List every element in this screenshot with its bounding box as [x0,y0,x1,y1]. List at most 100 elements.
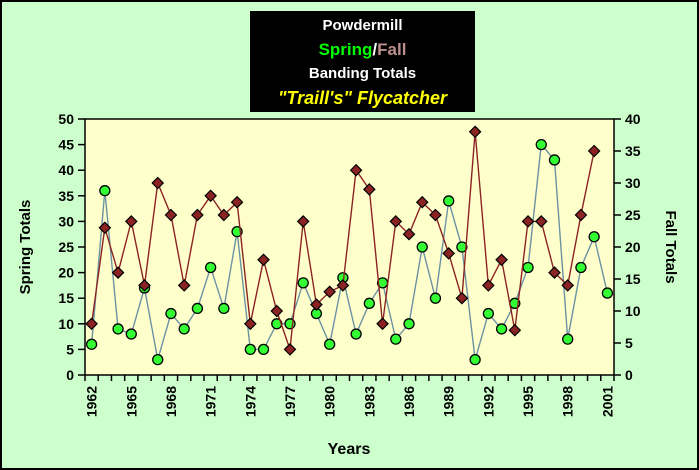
right-axis-tick-label: 35 [625,143,641,159]
spring-data-point [416,241,428,253]
right-axis-tick-label: 30 [625,175,641,191]
x-tick-label: 1968 [163,386,179,417]
spring-data-point [85,338,98,350]
spring-data-point [601,287,614,299]
left-axis-tick-label: 35 [58,188,74,204]
plot-area [84,118,615,376]
left-axis-tick-label: 5 [66,341,74,357]
fall-data-point [455,291,469,305]
spring-data-point [456,241,468,253]
spring-data-point [588,231,600,243]
fall-data-point [323,285,337,299]
left-axis-tick-label: 20 [58,265,74,281]
x-tick-label: 1992 [480,386,496,417]
fall-data-point [468,125,482,139]
right-axis-title: Fall Totals [662,210,679,283]
title-species: "Traill's" Flycatcher [277,87,448,108]
spring-data-point [575,261,587,274]
left-axis-tick-label: 50 [58,111,74,127]
fall-data-point [508,323,522,337]
left-axis-tick-label: 40 [58,162,74,178]
legend-separator: / [372,39,378,59]
title-banding-totals: Banding Totals [308,64,417,82]
fall-data-point [349,163,363,177]
left-axis-tick-label: 30 [58,213,74,229]
right-axis-tick-label: 5 [625,335,633,351]
right-axis-tick-label: 20 [625,239,641,255]
spring-data-point [363,297,375,309]
fall-data-point [534,215,548,228]
x-tick-label: 2001 [599,386,615,417]
spring-data-point [535,138,547,151]
fall-data-point [283,343,297,356]
fall-data-point [376,317,389,331]
fall-data-point [124,215,138,228]
spring-data-point [350,328,362,340]
fall-data-point [561,279,575,292]
right-axis-tick-label: 40 [625,111,641,127]
fall-data-point [310,298,323,311]
legend-fall-label: Fall [377,39,407,59]
spring-data-point [548,154,561,166]
fall-data-point [138,279,151,292]
spring-data-point [469,353,481,366]
left-axis-tick-label: 45 [58,137,74,153]
spring-data-point [562,333,574,345]
fall-data-point [482,279,495,292]
right-axis-tick-label: 25 [625,207,641,223]
spring-data-point [112,323,124,335]
x-tick-label: 1980 [322,386,338,417]
spring-data-point [152,353,164,366]
spring-data-point [218,302,230,315]
spring-data-point [125,328,137,340]
x-tick-label: 1998 [560,386,576,417]
fall-data-point [177,279,191,292]
x-tick-label: 1977 [282,386,298,417]
x-tick-label: 1971 [203,386,219,417]
spring-data-point [204,261,217,274]
fall-data-point [230,195,244,209]
spring-data-point [99,185,111,197]
chart-title-box: Powdermill Spring/Fall Banding Totals "T… [250,11,475,112]
spring-data-point [390,333,402,345]
fall-data-point [204,189,217,203]
fall-data-point [389,215,403,228]
x-tick-label: 1965 [123,386,139,417]
fall-data-point [164,208,178,222]
fall-data-point [111,266,125,279]
left-axis-tick-label: 10 [58,316,74,332]
spring-data-point [443,195,455,207]
fall-data-point [548,266,561,279]
fall-data-point [402,227,416,241]
fall-data-point [151,176,165,190]
spring-data-point [191,302,204,315]
left-axis-title: Spring Totals [17,200,34,295]
right-axis-tick-label: 0 [625,367,633,383]
spring-data-point [257,343,270,356]
fall-data-point [85,317,98,331]
fall-data-point [191,208,204,222]
spring-data-point [244,343,256,356]
spring-data-point [495,323,508,335]
legend-spring-label: Spring [318,39,373,59]
right-axis-tick-label: 10 [625,303,641,319]
fall-data-point [442,247,456,260]
fall-data-point [217,208,231,222]
fall-data-point [270,304,284,318]
spring-data-point [178,323,190,335]
x-tick-label: 1983 [361,386,377,417]
fall-data-point [98,221,112,235]
spring-data-point [522,261,534,274]
x-axis-title: Years [328,441,371,458]
title-organization: Powdermill [322,16,403,34]
fall-data-point [574,208,588,222]
spring-data-point [403,318,415,330]
x-tick-label: 1962 [84,386,100,417]
spring-data-point [165,307,177,320]
x-tick-label: 1995 [520,386,536,417]
fall-data-point [362,183,376,196]
fall-data-point [521,215,535,228]
x-tick-label: 1986 [401,386,417,417]
